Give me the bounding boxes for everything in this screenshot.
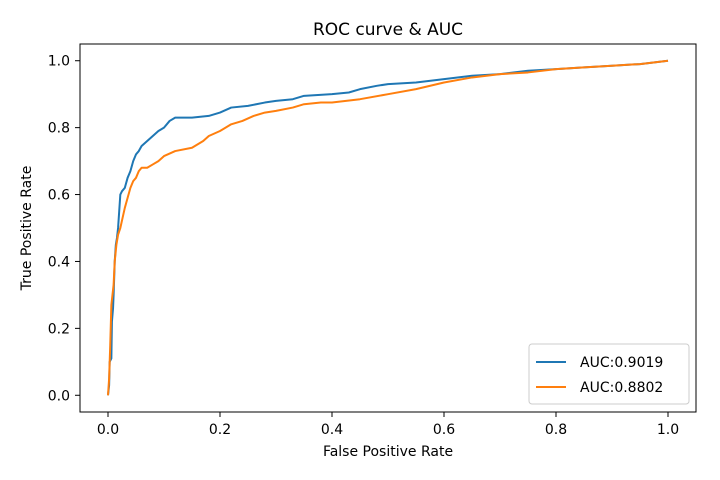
series-line-2 xyxy=(107,59,669,396)
x-tick-label: 0.4 xyxy=(321,422,343,438)
y-axis-label: True Positive Rate xyxy=(19,166,35,292)
x-tick-label: 0.2 xyxy=(209,422,231,438)
y-tick-label: 1.0 xyxy=(48,54,70,70)
y-tick-label: 0.8 xyxy=(48,121,70,137)
x-axis-label: False Positive Rate xyxy=(323,444,453,460)
x-axis: 0.0 0.2 0.4 0.6 0.8 1.0 xyxy=(97,412,679,438)
legend-label-series-1: AUC:0.9019 xyxy=(580,355,663,371)
legend: AUC:0.9019 AUC:0.8802 xyxy=(528,343,690,405)
y-tick-label: 0.0 xyxy=(48,388,70,404)
y-tick-label: 0.2 xyxy=(48,321,70,337)
legend-label-series-2: AUC:0.8802 xyxy=(580,380,663,396)
x-tick-label: 0.6 xyxy=(433,422,455,438)
y-tick-label: 0.4 xyxy=(48,254,70,270)
x-tick-label: 1.0 xyxy=(657,422,679,438)
y-tick-label: 0.6 xyxy=(48,188,70,204)
plot-area xyxy=(107,59,669,396)
legend-box xyxy=(528,343,690,405)
y-axis: 0.0 0.2 0.4 0.6 0.8 1.0 xyxy=(48,54,80,404)
plot-frame xyxy=(79,43,697,413)
x-tick-label: 0.0 xyxy=(97,422,119,438)
x-tick-label: 0.8 xyxy=(545,422,567,438)
chart-title: ROC curve & AUC xyxy=(313,20,463,40)
